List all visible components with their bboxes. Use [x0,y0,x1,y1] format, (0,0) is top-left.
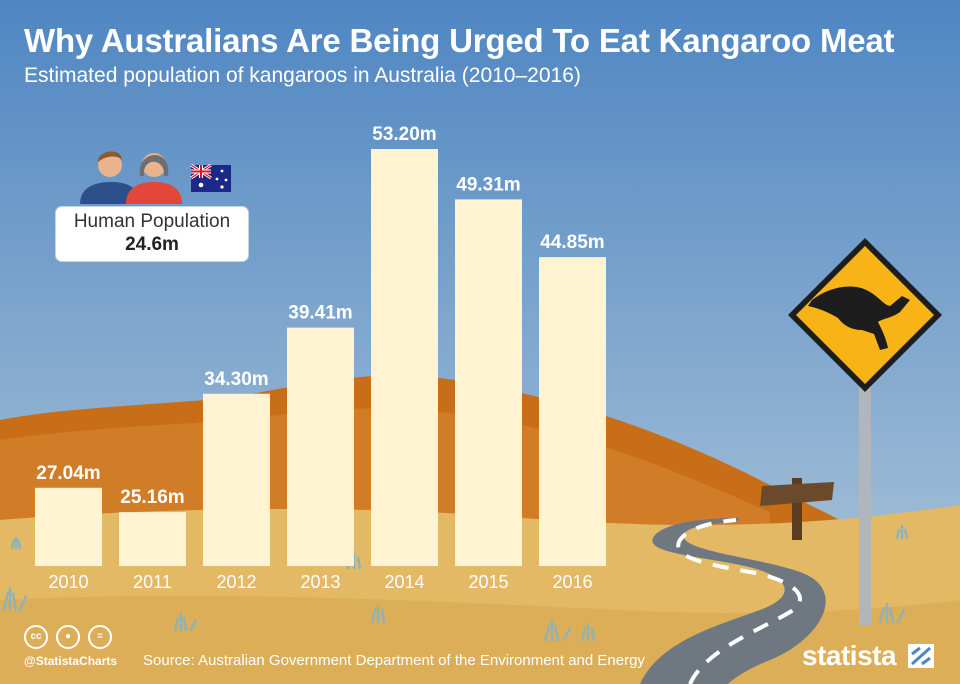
value-label-2011: 25.16m [120,487,184,508]
source-note: Source: Australian Government Department… [143,652,645,669]
kangaroo-sign-icon [788,238,942,625]
human-population-value: 24.6m [125,234,179,255]
category-label-2013: 2013 [300,572,340,592]
category-label-2011: 2011 [133,572,172,592]
footer-handle: @StatistaCharts [24,654,118,668]
value-label-2014: 53.20m [372,124,436,145]
value-label-2010: 27.04m [36,463,100,484]
value-label-2013: 39.41m [288,303,352,324]
bar-2013 [287,327,354,566]
statista-logo-icon [908,644,934,668]
bar-2010 [35,487,102,566]
chart-subtitle: Estimated population of kangaroos in Aus… [24,64,581,87]
cc-icon: cc [24,625,48,649]
category-label-2016: 2016 [552,572,592,592]
value-label-2016: 44.85m [540,232,604,253]
road-icon [640,518,826,684]
wooden-signpost [760,478,834,540]
category-label-2015: 2015 [468,572,508,592]
people-icon [80,151,182,204]
chart-title: Why Australians Are Being Urged To Eat K… [24,22,895,59]
bar-2014 [371,149,438,566]
bar-2016 [539,257,606,566]
category-label-2010: 2010 [48,572,88,592]
bar-group: 27.04m 2010 25.16m 2011 34.30m 2012 39.41m 2013… [35,124,606,592]
bar-2015 [455,199,522,566]
category-label-2012: 2012 [216,572,256,592]
statista-brand: statista [802,640,897,671]
bar-2011 [119,512,186,566]
australia-flag-icon [190,163,231,192]
no-derivatives-icon: = [88,625,112,649]
human-population-card: Human Population 24.6m [55,206,249,262]
category-label-2014: 2014 [384,572,424,592]
attribution-icon: ● [56,625,80,649]
bar-2012 [203,393,270,566]
value-label-2012: 34.30m [204,369,268,390]
value-label-2015: 49.31m [456,174,520,195]
human-population-label: Human Population [73,211,231,232]
